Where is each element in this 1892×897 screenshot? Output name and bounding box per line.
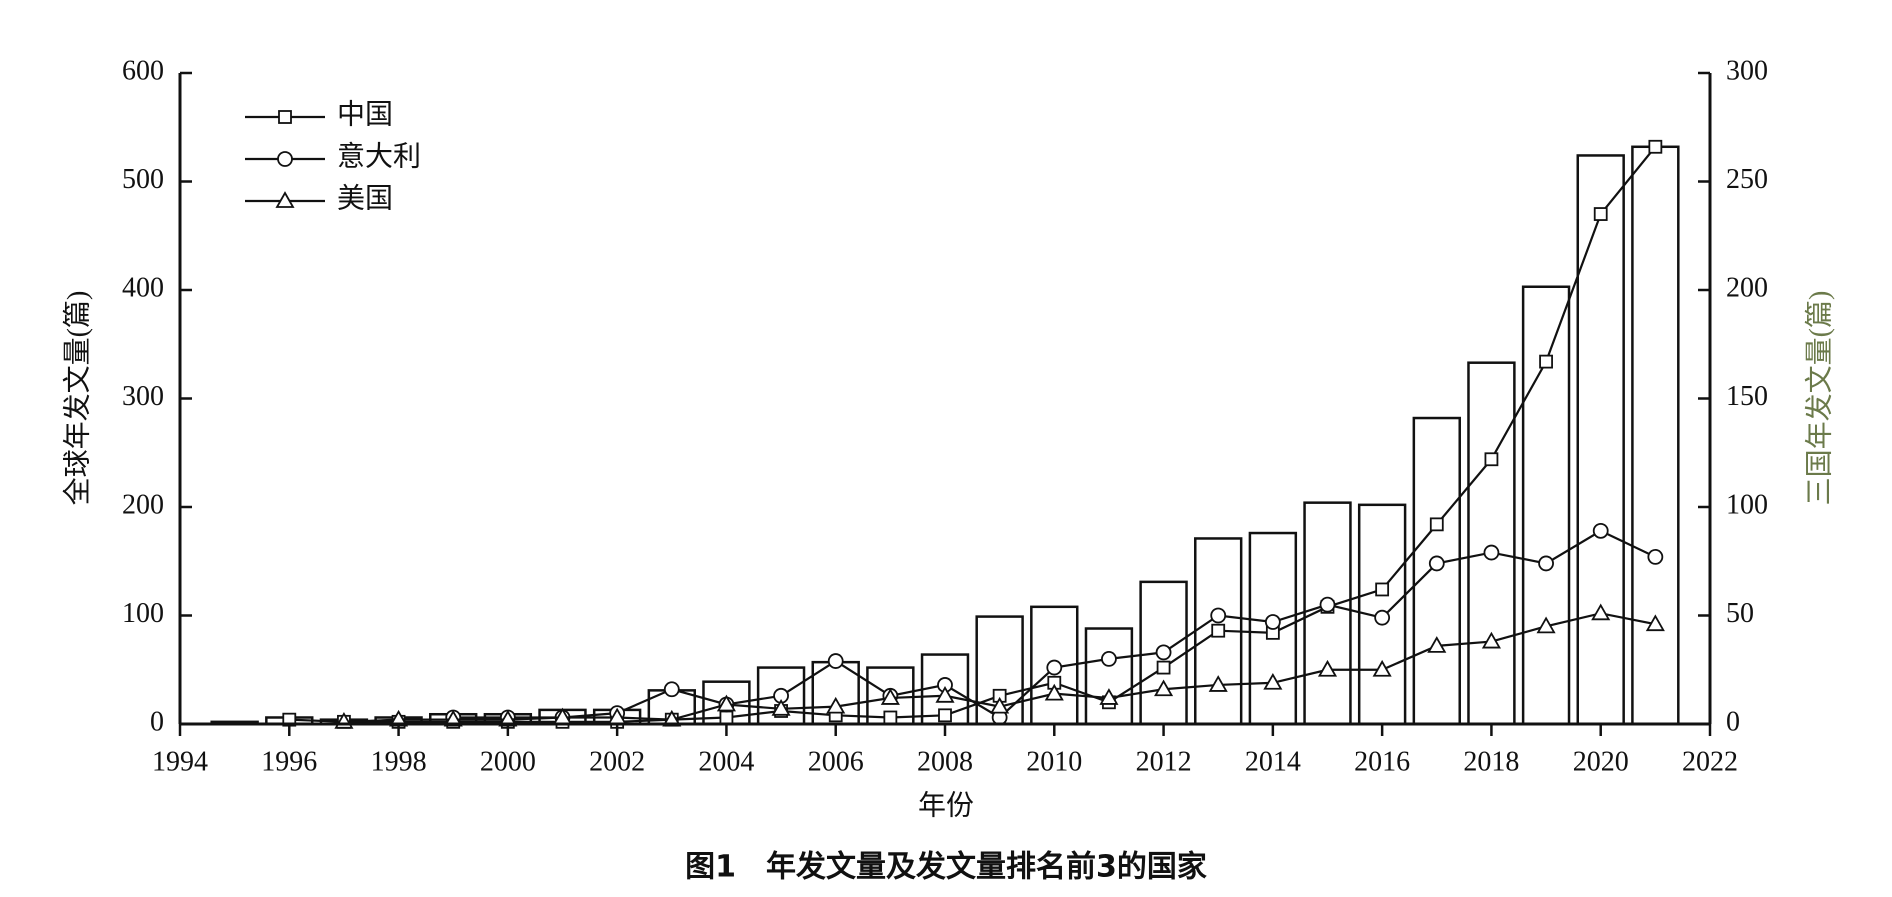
point (1538, 555, 1554, 572)
x-tick-label: 2006 (808, 746, 864, 777)
point (1429, 517, 1444, 532)
point (883, 710, 898, 725)
point (1374, 609, 1391, 626)
x-tick-label: 1998 (371, 746, 427, 777)
point (935, 685, 955, 703)
point (1154, 679, 1174, 697)
legend-label: 美国 (337, 182, 393, 214)
y2-tick-label: 0 (1726, 706, 1740, 737)
point (1101, 651, 1117, 667)
point (443, 709, 463, 727)
point (1645, 614, 1665, 632)
bar (1576, 154, 1625, 726)
point (662, 709, 682, 727)
bar (1631, 145, 1680, 726)
point (1155, 644, 1172, 661)
point (1319, 596, 1336, 613)
x-axis-label: 年份 (918, 789, 974, 821)
point (1210, 607, 1227, 624)
y-tick-label: 500 (122, 164, 164, 195)
y-tick-label: 600 (122, 55, 164, 86)
y2-tick-label: 250 (1726, 164, 1768, 195)
y-tick-label: 200 (122, 489, 164, 520)
point (1483, 544, 1500, 561)
point (716, 694, 736, 712)
point (663, 681, 680, 698)
x-tick-label: 2008 (917, 746, 973, 777)
point (1372, 659, 1392, 677)
x-tick-label: 2012 (1136, 746, 1192, 777)
point (938, 708, 952, 723)
point (1264, 614, 1281, 630)
point (1536, 616, 1556, 634)
point (1648, 139, 1663, 154)
y-tick-label: 100 (122, 598, 164, 629)
point (1591, 603, 1611, 621)
x-tick-label: 2022 (1682, 746, 1738, 777)
legend-label: 意大利 (337, 140, 421, 172)
series-line (289, 146, 1657, 723)
x-tick-label: 2010 (1026, 746, 1082, 777)
point (1375, 582, 1390, 597)
bar (1467, 361, 1516, 726)
y-axis-label: 全球年发文量(篇) (61, 291, 93, 506)
x-tick-label: 2018 (1463, 746, 1519, 777)
point (1539, 354, 1553, 369)
bar (1084, 627, 1134, 726)
y2-tick-label: 200 (1726, 272, 1768, 303)
legend-marker (278, 110, 292, 124)
point (1481, 631, 1501, 649)
point (826, 696, 846, 714)
point (1046, 659, 1063, 676)
x-tick-label: 2020 (1573, 746, 1629, 777)
legend-marker (275, 191, 295, 208)
x-tick-label: 2002 (589, 746, 645, 777)
x-tick-label: 1996 (261, 746, 317, 777)
y-tick-label: 0 (150, 706, 164, 737)
legend-label: 中国 (337, 98, 393, 130)
point (1208, 675, 1228, 692)
y-tick-label: 300 (122, 381, 164, 412)
caption: 图1 年发文量及发文量排名前3的国家 (685, 850, 1207, 885)
point (1156, 660, 1171, 675)
x-tick-label: 1994 (152, 746, 208, 777)
x-tick-label: 2016 (1354, 746, 1410, 777)
point (990, 696, 1010, 714)
point (827, 653, 844, 669)
point (1317, 659, 1338, 677)
point (1593, 207, 1608, 221)
point (1484, 452, 1499, 467)
point (1428, 555, 1445, 572)
x-tick-label: 2000 (480, 746, 536, 777)
point (1044, 683, 1064, 701)
legend-marker (277, 151, 293, 167)
y-tick-label: 400 (122, 272, 164, 303)
point (1211, 623, 1226, 638)
point (1647, 549, 1664, 565)
point (1099, 688, 1119, 705)
point (1427, 636, 1447, 653)
x-tick-label: 2004 (698, 746, 754, 777)
y2-tick-label: 150 (1726, 381, 1768, 412)
bar (1521, 285, 1571, 726)
y2-tick-label: 300 (1726, 55, 1768, 86)
point (719, 710, 734, 725)
point (1592, 522, 1609, 539)
y2-tick-label: 50 (1726, 598, 1754, 629)
x-tick-label: 2014 (1245, 746, 1301, 777)
y2-tick-label: 100 (1726, 489, 1768, 520)
point (771, 698, 791, 716)
point (1263, 672, 1283, 690)
y2-axis-label: 三国年发文量(篇) (1803, 291, 1835, 506)
point (880, 688, 900, 705)
